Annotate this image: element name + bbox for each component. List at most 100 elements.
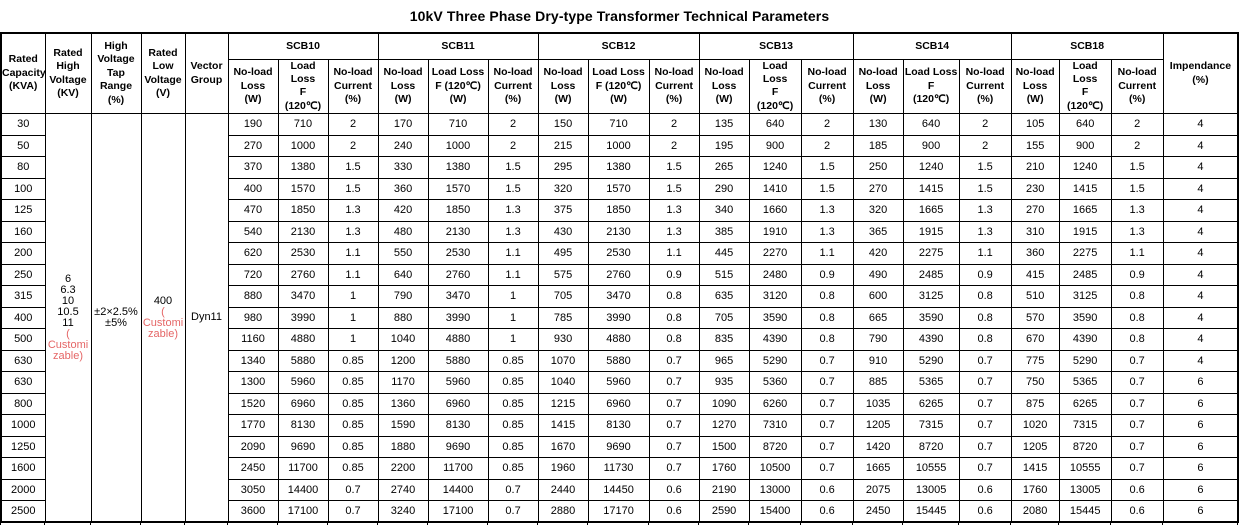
impedance-cell: 6 (1162, 414, 1239, 437)
scb13-no-load-current-cell: 0.9 (800, 263, 854, 287)
scb12-no-load-loss-cell: 2440 (537, 478, 589, 502)
merged-cell-line: ±5% (105, 316, 127, 329)
scb13-no-load-loss-cell: 1270 (698, 414, 750, 437)
scb11-load-loss-cell: 9690 (427, 435, 489, 459)
scb10-load-loss-cell: 11700 (277, 457, 329, 480)
scb13-load-loss-cell: 2480 (748, 263, 802, 287)
scb11-no-load-loss-cell: 480 (377, 220, 429, 244)
scb18-no-load-current-cell: 0.8 (1110, 306, 1164, 330)
scb11-no-load-current-cell: 1.5 (487, 156, 539, 179)
scb12-no-load-loss-cell: 1070 (537, 349, 589, 373)
subheader-scb11-no-load-loss: No-load Loss (W) (377, 58, 429, 115)
gridline-stub (1010, 523, 1011, 525)
merged-cell-line: Dyn11 (191, 311, 222, 324)
scb10-no-load-current-cell: 1 (327, 306, 379, 330)
merged-cell-line: 10.5 (57, 305, 79, 318)
scb10-load-loss-cell: 1570 (277, 177, 329, 201)
scb11-no-load-current-cell: 0.85 (487, 414, 539, 437)
impedance-cell: 4 (1162, 156, 1239, 179)
scb18-no-load-current-cell: 0.9 (1110, 263, 1164, 287)
scb11-no-load-current-cell: 2 (487, 113, 539, 136)
impedance-cell: 4 (1162, 220, 1239, 244)
scb12-load-loss-cell: 17170 (587, 500, 650, 523)
table-row: 160 540 2130 1.3 480 2130 1.3 430 2130 1.3 385 1910… (0, 220, 1239, 244)
gridline-stub (1237, 523, 1238, 525)
scb14-no-load-loss-cell: 365 (852, 220, 904, 244)
scb11-no-load-current-cell: 1 (487, 285, 539, 308)
impedance-cell: 6 (1162, 457, 1239, 480)
scb11-load-loss-cell: 2130 (427, 220, 489, 244)
scb18-no-load-current-cell: 0.8 (1110, 285, 1164, 308)
scb10-no-load-loss-cell: 370 (227, 156, 279, 179)
scb14-no-load-current-cell: 0.6 (958, 478, 1012, 502)
scb13-no-load-current-cell: 0.7 (800, 414, 854, 437)
scb18-no-load-loss-cell: 775 (1010, 349, 1060, 373)
scb10-load-loss-cell: 5960 (277, 371, 329, 394)
scb10-no-load-loss-cell: 880 (227, 285, 279, 308)
page-title: 10kV Three Phase Dry-type Transformer Te… (409, 8, 830, 24)
scb18-no-load-loss-cell: 360 (1010, 242, 1060, 265)
scb11-no-load-loss-cell: 1200 (377, 349, 429, 373)
group-header-scb18: SCB18 (1010, 32, 1164, 60)
scb13-no-load-loss-cell: 515 (698, 263, 750, 287)
scb11-load-loss-cell: 1570 (427, 177, 489, 201)
subheader-scb10-no-load-loss: No-load Loss (W) (227, 58, 279, 115)
scb13-no-load-current-cell: 2 (800, 113, 854, 136)
scb13-no-load-loss-cell: 1500 (698, 435, 750, 459)
scb18-load-loss-cell: 1240 (1058, 156, 1112, 179)
scb13-no-load-current-cell: 0.6 (800, 478, 854, 502)
impedance-cell: 6 (1162, 392, 1239, 416)
table-row: 200 620 2530 1.1 550 2530 1.1 495 2530 1.1 445 2270… (0, 242, 1239, 265)
scb12-no-load-loss-cell: 785 (537, 306, 589, 330)
scb10-load-loss-cell: 9690 (277, 435, 329, 459)
scb18-no-load-current-cell: 0.8 (1110, 328, 1164, 351)
gridline-stub (327, 523, 328, 525)
scb12-no-load-loss-cell: 215 (537, 134, 589, 158)
scb10-load-loss-cell: 1850 (277, 199, 329, 222)
scb12-load-loss-cell: 11730 (587, 457, 650, 480)
scb13-no-load-loss-cell: 1760 (698, 457, 750, 480)
scb11-no-load-current-cell: 1 (487, 328, 539, 351)
scb13-no-load-loss-cell: 835 (698, 328, 750, 351)
group-header-scb13: SCB13 (698, 32, 854, 60)
gridline-stub (0, 523, 1, 525)
scb11-no-load-loss-cell: 240 (377, 134, 429, 158)
scb18-no-load-loss-cell: 670 (1010, 328, 1060, 351)
scb10-no-load-current-cell: 0.7 (327, 500, 379, 523)
scb14-no-load-loss-cell: 2450 (852, 500, 904, 523)
subheader-scb18-no-load-loss: No-load Loss (W) (1010, 58, 1060, 115)
scb18-no-load-current-cell: 0.7 (1110, 349, 1164, 373)
capacity-cell: 500 (0, 328, 46, 351)
scb10-no-load-loss-cell: 1160 (227, 328, 279, 351)
scb11-no-load-current-cell: 1.5 (487, 177, 539, 201)
scb13-no-load-current-cell: 0.7 (800, 349, 854, 373)
scb13-no-load-loss-cell: 340 (698, 199, 750, 222)
scb13-no-load-loss-cell: 1090 (698, 392, 750, 416)
gridline-stub (277, 523, 278, 525)
scb12-no-load-current-cell: 0.7 (648, 392, 700, 416)
scb10-no-load-loss-cell: 400 (227, 177, 279, 201)
scb12-no-load-loss-cell: 705 (537, 285, 589, 308)
subheader-scb13-no-load-loss: No-load Loss (W) (698, 58, 750, 115)
scb18-load-loss-cell: 900 (1058, 134, 1112, 158)
subheader-scb14-no-load-current: No-load Current (%) (958, 58, 1012, 115)
impedance-cell: 4 (1162, 349, 1239, 373)
scb13-no-load-loss-cell: 2190 (698, 478, 750, 502)
scb13-no-load-current-cell: 0.7 (800, 392, 854, 416)
impedance-cell: 6 (1162, 478, 1239, 502)
capacity-cell: 200 (0, 242, 46, 265)
scb14-no-load-current-cell: 0.7 (958, 349, 1012, 373)
scb18-no-load-current-cell: 0.7 (1110, 392, 1164, 416)
scb13-no-load-current-cell: 0.8 (800, 306, 854, 330)
scb14-load-loss-cell: 13005 (902, 478, 960, 502)
scb14-no-load-loss-cell: 665 (852, 306, 904, 330)
scb10-no-load-current-cell: 1.1 (327, 242, 379, 265)
scb13-no-load-loss-cell: 385 (698, 220, 750, 244)
table-row: 800 1520 6960 0.85 1360 6960 0.85 1215 6960 0.7 10… (0, 392, 1239, 416)
scb13-no-load-loss-cell: 290 (698, 177, 750, 201)
scb13-load-loss-cell: 1660 (748, 199, 802, 222)
scb12-load-loss-cell: 9690 (587, 435, 650, 459)
scb12-no-load-loss-cell: 575 (537, 263, 589, 287)
scb11-no-load-current-cell: 1.3 (487, 199, 539, 222)
